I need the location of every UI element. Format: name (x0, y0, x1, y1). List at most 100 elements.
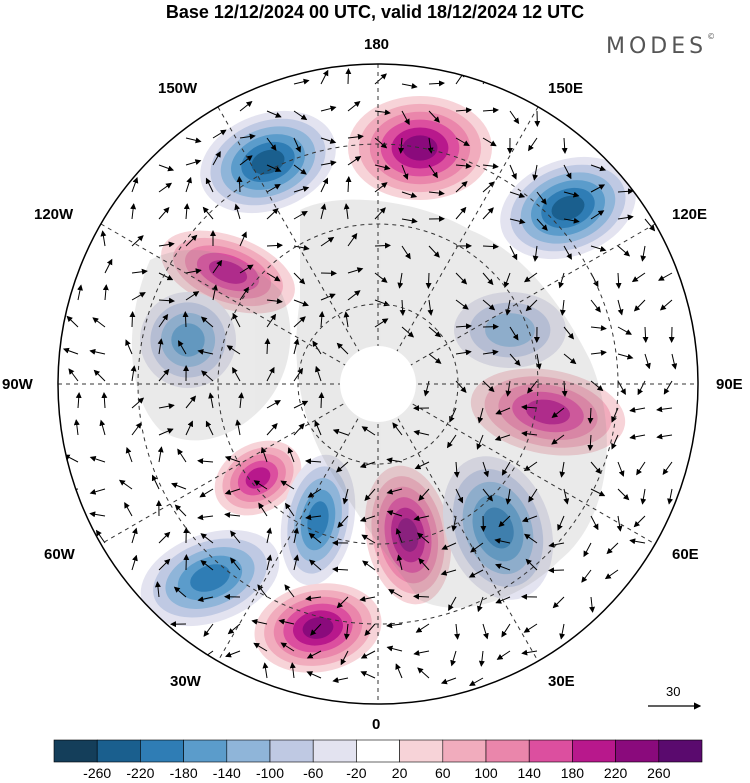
wind-vector (364, 623, 376, 637)
wind-vector (262, 662, 269, 679)
wind-vector (482, 107, 499, 114)
wind-vector (251, 618, 268, 625)
wind-vector (312, 340, 322, 355)
wind-vector (347, 156, 362, 166)
colorbar-swatch (53, 739, 98, 763)
wind-vector (494, 434, 511, 441)
wind-vector (332, 428, 349, 436)
wind-vector (89, 511, 106, 518)
wind-vector (158, 206, 170, 220)
wind-vector (158, 428, 174, 436)
wind-vector (428, 80, 445, 87)
wind-vector (509, 110, 520, 125)
wind-vector (305, 458, 322, 465)
wind-vector (417, 667, 430, 679)
wind-vector (509, 191, 526, 199)
negative-anomaly-150W (200, 110, 336, 214)
wind-vector (590, 210, 605, 220)
wind-vector (521, 404, 538, 411)
wind-vector (266, 554, 273, 571)
wind-vector (503, 272, 511, 289)
wind-vector (413, 515, 430, 522)
wind-vector (617, 380, 626, 395)
wind-vector (320, 137, 337, 144)
wind-vector (182, 311, 189, 328)
wind-vector (374, 137, 388, 149)
wind-vector (158, 164, 175, 172)
wind-vector (455, 272, 468, 285)
wind-vector (266, 242, 283, 249)
wind-vector (659, 299, 673, 311)
wind-vector (347, 232, 358, 247)
wind-vector (306, 650, 322, 659)
wind-vector (509, 164, 517, 180)
colorbar-swatch (269, 739, 314, 763)
wind-vector (314, 420, 322, 436)
colorbar-swatch (615, 739, 660, 763)
wind-vector (617, 461, 625, 477)
wind-vector (386, 622, 403, 629)
wind-vector (68, 368, 79, 382)
wind-vector (494, 537, 511, 544)
wind-vector (266, 137, 277, 151)
wind-vector (413, 593, 430, 600)
wind-vector (528, 488, 538, 503)
wind-vector (615, 272, 622, 289)
wind-vector (309, 559, 322, 571)
wind-vector (374, 318, 389, 328)
wind-vector (551, 434, 565, 445)
wind-vector (532, 164, 539, 181)
wind-vector (185, 234, 198, 247)
wind-vector (587, 434, 594, 451)
wind-vector (285, 502, 295, 517)
wind-vector (131, 554, 138, 571)
wind-vector (239, 100, 253, 112)
wind-vector (308, 532, 322, 544)
north-pole-cap (340, 346, 416, 422)
wind-vector (453, 461, 460, 478)
wind-vector (340, 650, 349, 666)
wind-vector (525, 299, 538, 312)
wind-vector (318, 392, 325, 409)
wind-vector (158, 297, 175, 304)
wind-vector (266, 272, 281, 282)
wind-vector (559, 623, 566, 640)
wind-vector (501, 623, 511, 638)
wind-vector (266, 110, 282, 118)
wind-vector (224, 455, 241, 463)
wind-vector (345, 68, 352, 85)
wind-vector (266, 527, 273, 544)
wind-vector (374, 207, 386, 220)
wind-vector (521, 649, 538, 656)
wind-vector (509, 353, 521, 367)
wind-vector (414, 461, 430, 470)
wind-vector (629, 538, 646, 545)
wind-vector (185, 159, 202, 166)
wind-vector (496, 650, 511, 660)
wind-vector (337, 515, 349, 528)
wind-vector (236, 176, 243, 193)
wind-vector (636, 461, 646, 476)
wind-vector (658, 272, 673, 281)
wind-vector (131, 268, 148, 275)
wind-vector (158, 241, 175, 248)
wind-vector (509, 218, 526, 225)
wind-vector (284, 584, 295, 598)
wind-vector (374, 164, 391, 171)
wind-vector (482, 461, 489, 478)
wind-vector (423, 380, 430, 397)
modes-logo: MODES© (606, 32, 716, 59)
wind-vector (102, 284, 109, 301)
wind-vector (345, 176, 352, 193)
wind-vector (158, 182, 173, 193)
wind-vector (239, 286, 249, 301)
wind-vector (629, 406, 646, 413)
wind-vector (617, 188, 634, 195)
wind-vector (667, 488, 674, 505)
wind-vector (509, 326, 519, 341)
wind-vector (454, 623, 461, 640)
wind-vector (374, 109, 391, 116)
map-title: Base 12/12/2024 00 UTC, valid 18/12/2024… (165, 2, 585, 22)
wind-vector (332, 677, 349, 683)
negative-anomaly-45W (280, 454, 356, 586)
